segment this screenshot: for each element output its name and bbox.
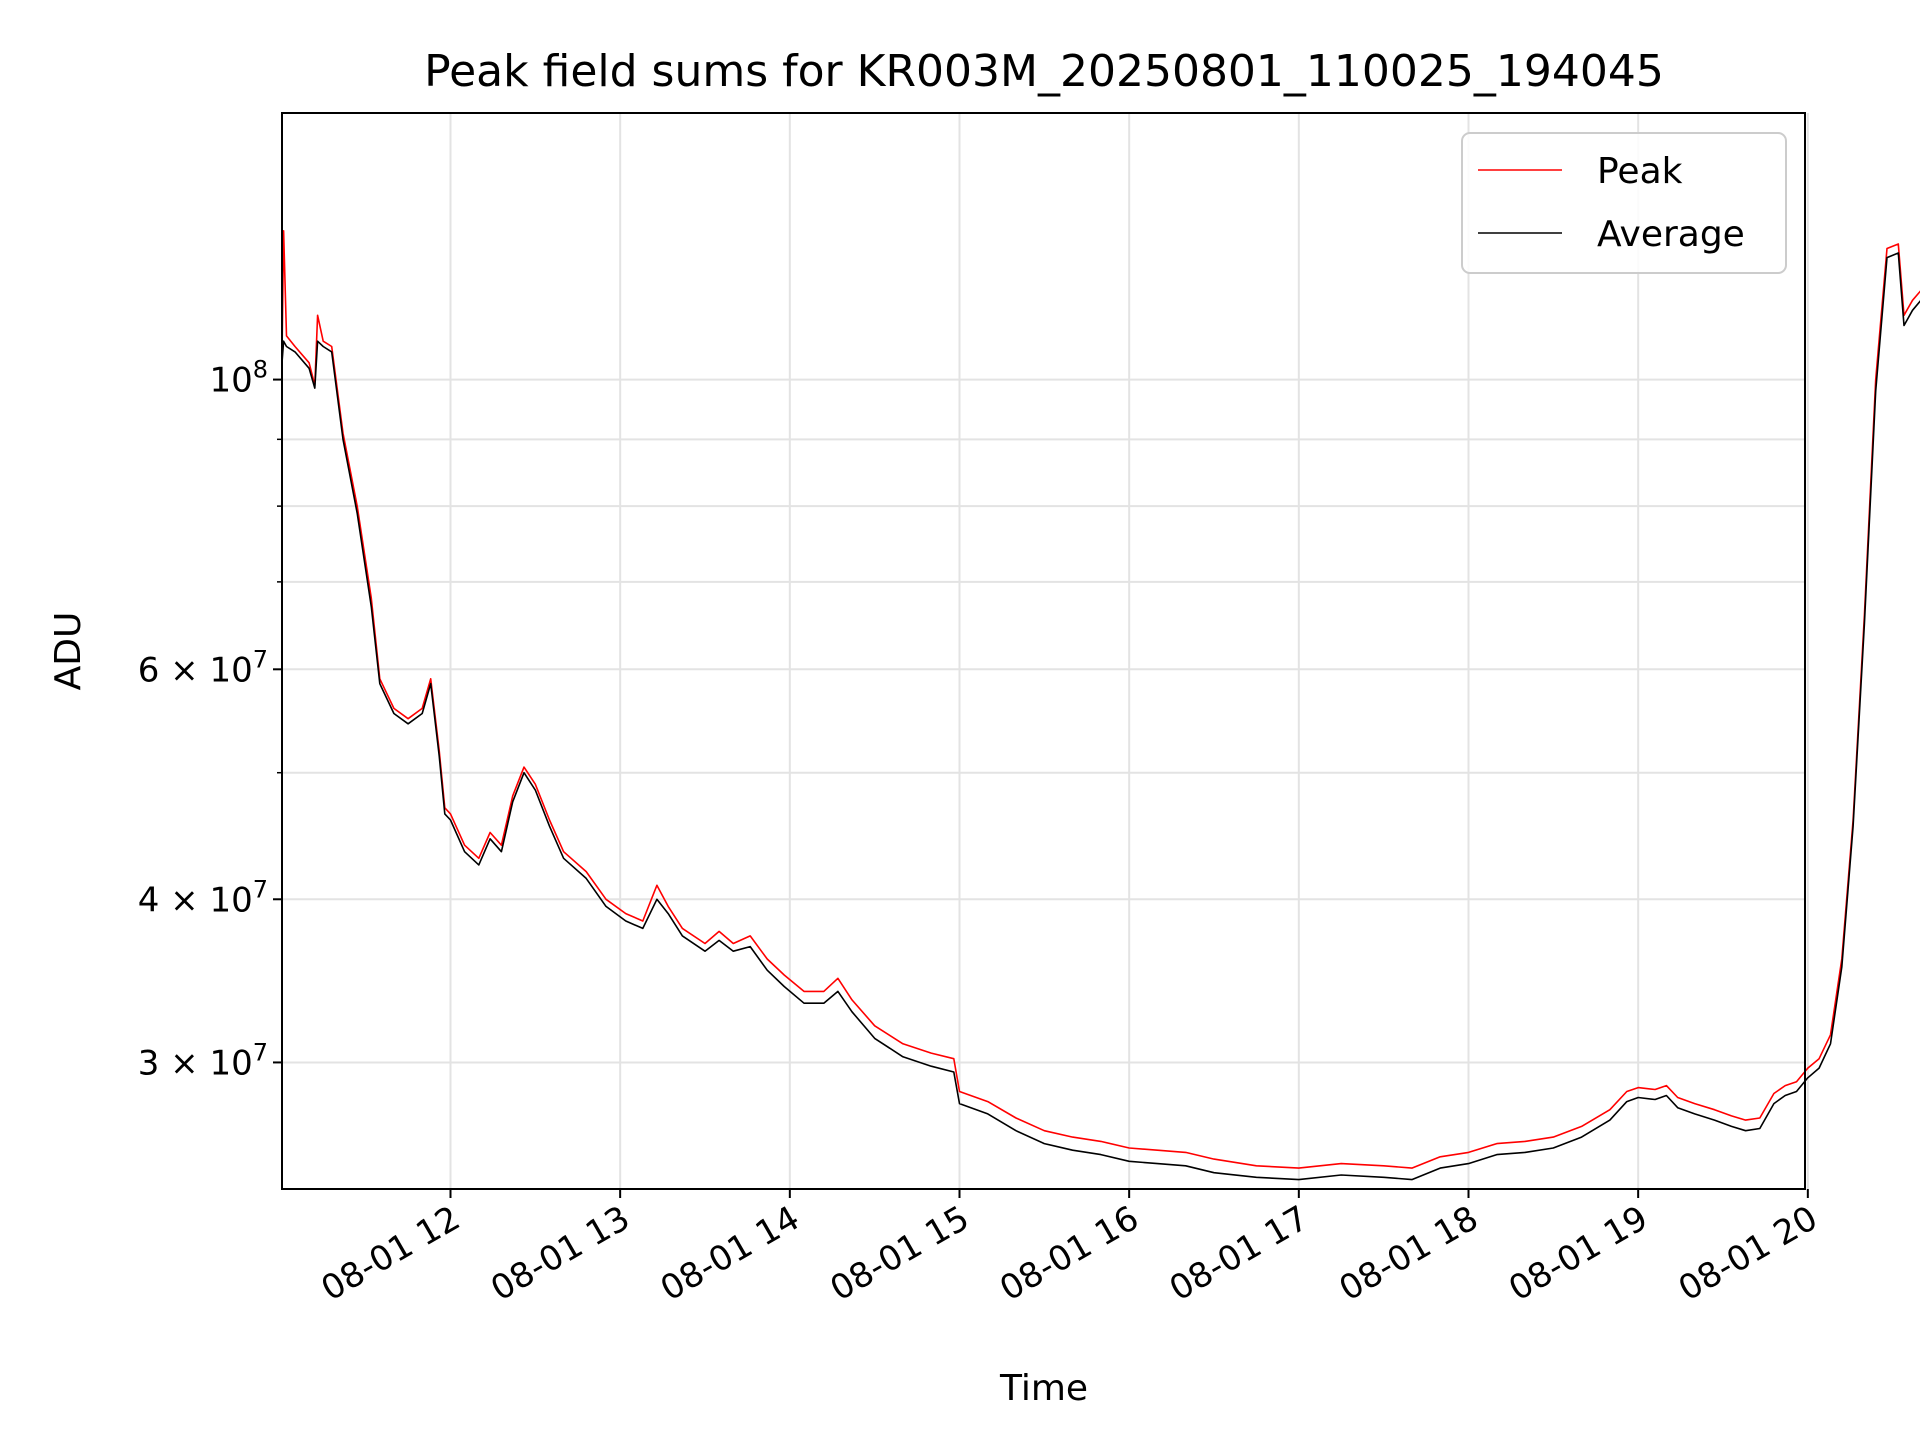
y-tick-label: 4 × 107 <box>138 875 268 920</box>
y-axis-label: ADU <box>48 612 89 691</box>
grid <box>282 113 1809 1189</box>
x-axis-label: Time <box>999 1368 1088 1409</box>
legend-box <box>1461 132 1787 274</box>
y-axis: 108 6 × 107 4 × 107 3 × 107 <box>138 356 282 1083</box>
y-tick-label: 3 × 107 <box>138 1038 268 1083</box>
legend-label-peak: Peak <box>1597 151 1683 192</box>
y-tick-label: 6 × 107 <box>138 645 268 690</box>
y-tick-label: 108 <box>209 356 268 401</box>
series-line-average <box>281 252 1920 1181</box>
legend: Peak Average <box>1461 132 1787 274</box>
series-layer <box>281 230 1920 1181</box>
plot-frame <box>281 112 1806 1190</box>
chart-title: Peak field sums for KR003M_20250801_1100… <box>424 46 1664 97</box>
legend-label-average: Average <box>1597 214 1745 255</box>
